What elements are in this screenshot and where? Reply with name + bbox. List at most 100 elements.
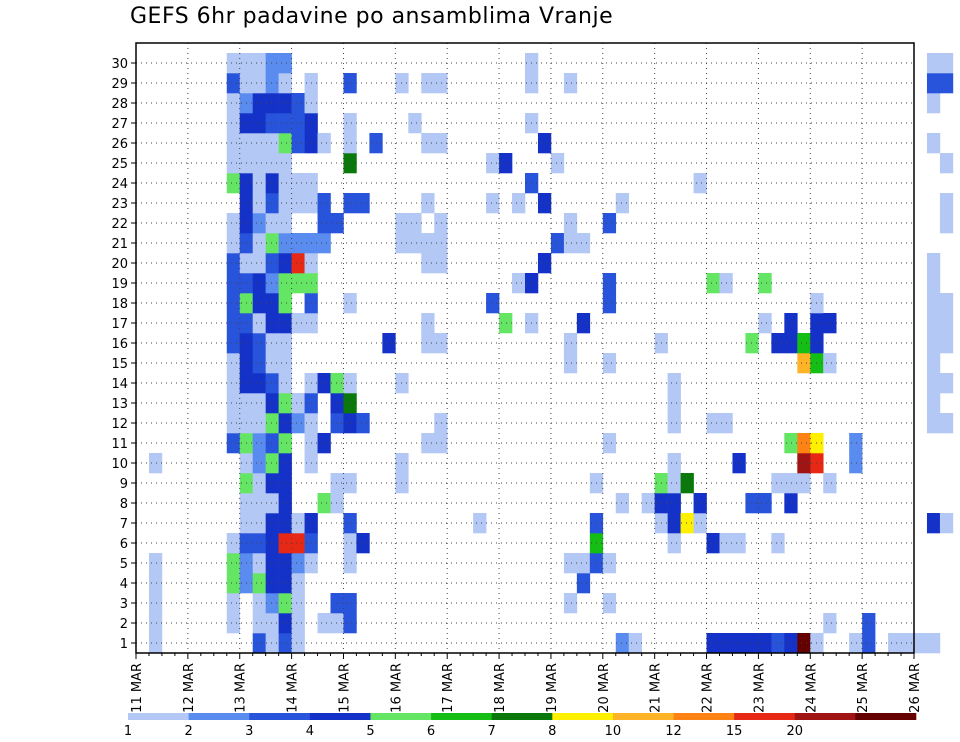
precip-cell [330,213,344,234]
precip-cell [758,633,772,654]
precip-cell [667,393,681,414]
precip-cell [550,153,565,174]
precip-cell [784,493,798,514]
precip-cell [343,413,357,434]
y-tick-label: 26 [111,137,128,152]
precip-cell [758,493,772,514]
precip-cell [226,113,241,134]
precip-cell [330,613,344,634]
precip-cell [926,273,941,294]
precip-cell [265,93,279,114]
precip-cell [382,333,396,354]
precip-cell [343,513,357,534]
precip-cell [486,153,500,174]
x-tick-label: 12 MAR [182,663,197,713]
precip-cell [226,213,241,234]
precip-cell [226,433,241,454]
precip-cell [343,113,357,134]
precip-cell [265,273,279,294]
precip-cell [252,413,266,434]
precip-cell [291,193,305,214]
precip-cell [563,553,578,574]
precip-cell [576,313,591,334]
precip-cell [265,173,279,194]
colorbar-swatch [128,713,189,720]
precip-cell [797,333,811,354]
precip-cell [265,293,279,314]
x-tick-label: 17 MAR [441,663,456,713]
colorbar-label: 6 [427,724,435,739]
precip-cell [939,333,954,354]
precip-cell [343,193,357,214]
x-tick-label: 20 MAR [597,663,612,713]
precip-cell [148,613,163,634]
precip-cell [265,493,279,514]
precip-cell [512,273,526,294]
precip-cell [926,293,941,314]
precip-cell [291,253,305,274]
precip-cell [434,133,448,154]
precip-cell [252,233,266,254]
precip-cell [901,633,915,654]
precip-cell [265,633,279,654]
precip-cell [148,553,163,574]
precip-cell [784,473,798,494]
precip-cell [732,453,746,474]
precip-cell [252,53,266,74]
precip-cell [421,253,435,274]
colorbar-label: 20 [786,724,803,739]
y-tick-label: 13 [111,397,128,412]
precip-cell [252,513,266,534]
precip-cell [926,133,941,154]
precip-cell [252,93,266,114]
precip-cell [278,113,292,134]
precip-cell [914,633,928,654]
precip-cell [226,73,241,94]
precip-cell [939,153,954,174]
precip-cell [732,633,746,654]
precip-cell [434,253,448,274]
precip-cell [278,513,292,534]
precip-cell [278,593,292,614]
precip-cell [563,333,578,354]
precip-cell [226,553,241,574]
x-tick-label: 13 MAR [234,663,249,713]
precip-cell [291,593,305,614]
y-tick-label: 20 [111,257,128,272]
precip-cell [278,313,292,334]
precip-cell [226,93,241,114]
precip-cell [615,193,630,214]
precip-cell [745,493,759,514]
precip-cell [434,73,448,94]
precip-cell [252,353,266,374]
precip-cell [317,373,331,394]
precip-cell [563,213,578,234]
x-tick-label: 23 MAR [752,663,767,713]
y-tick-label: 30 [111,57,128,72]
precip-cell [356,193,370,214]
precip-cell [252,573,266,594]
precip-cell [265,113,279,134]
precip-cell [745,633,759,654]
y-tick-label: 6 [120,537,128,552]
colorbar-label: 2 [184,724,192,739]
y-tick-label: 16 [111,337,128,352]
precip-cell [343,613,357,634]
precip-cell [330,373,344,394]
precip-cell [291,553,305,574]
y-tick-label: 22 [111,217,128,232]
precip-cell [434,233,448,254]
precip-cell [602,553,617,574]
precip-cell [265,433,279,454]
colorbar-swatch [491,713,553,720]
precip-cell [576,553,591,574]
precip-cell [888,633,902,654]
precip-cell [926,73,941,94]
x-tick-label: 16 MAR [389,663,404,713]
precip-cell [784,313,798,334]
precip-cell [265,373,279,394]
precip-cell [226,53,241,74]
precip-cell [330,473,344,494]
x-tick-label: 19 MAR [545,663,560,713]
precip-cell [343,73,357,94]
